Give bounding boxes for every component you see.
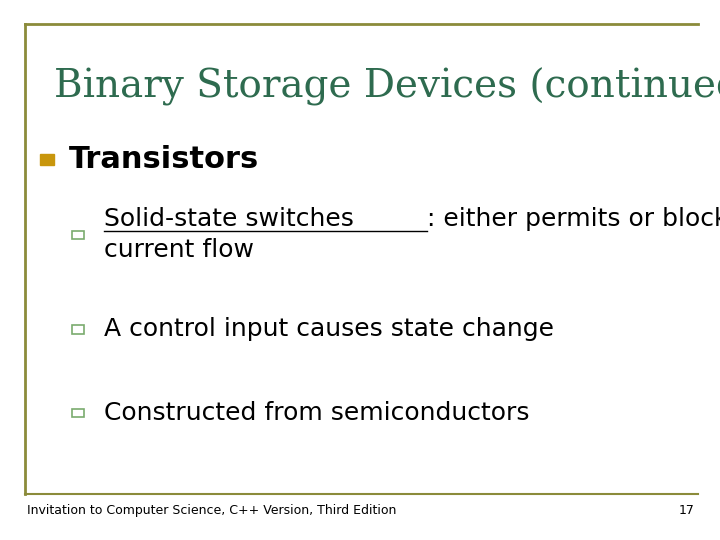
Text: 17: 17 — [679, 504, 695, 517]
Text: : either permits or blocks: : either permits or blocks — [427, 207, 720, 231]
Text: Binary Storage Devices (continued): Binary Storage Devices (continued) — [54, 68, 720, 106]
Bar — [40, 154, 54, 165]
Bar — [72, 325, 84, 334]
Text: Transistors: Transistors — [68, 145, 258, 174]
Bar — [72, 231, 84, 239]
Text: Invitation to Computer Science, C++ Version, Third Edition: Invitation to Computer Science, C++ Vers… — [27, 504, 397, 517]
Text: Solid-state switches: Solid-state switches — [104, 207, 354, 231]
Text: A control input causes state change: A control input causes state change — [104, 318, 554, 341]
Bar — [72, 409, 84, 417]
Text: current flow: current flow — [104, 238, 254, 262]
Text: Constructed from semiconductors: Constructed from semiconductors — [104, 401, 530, 425]
